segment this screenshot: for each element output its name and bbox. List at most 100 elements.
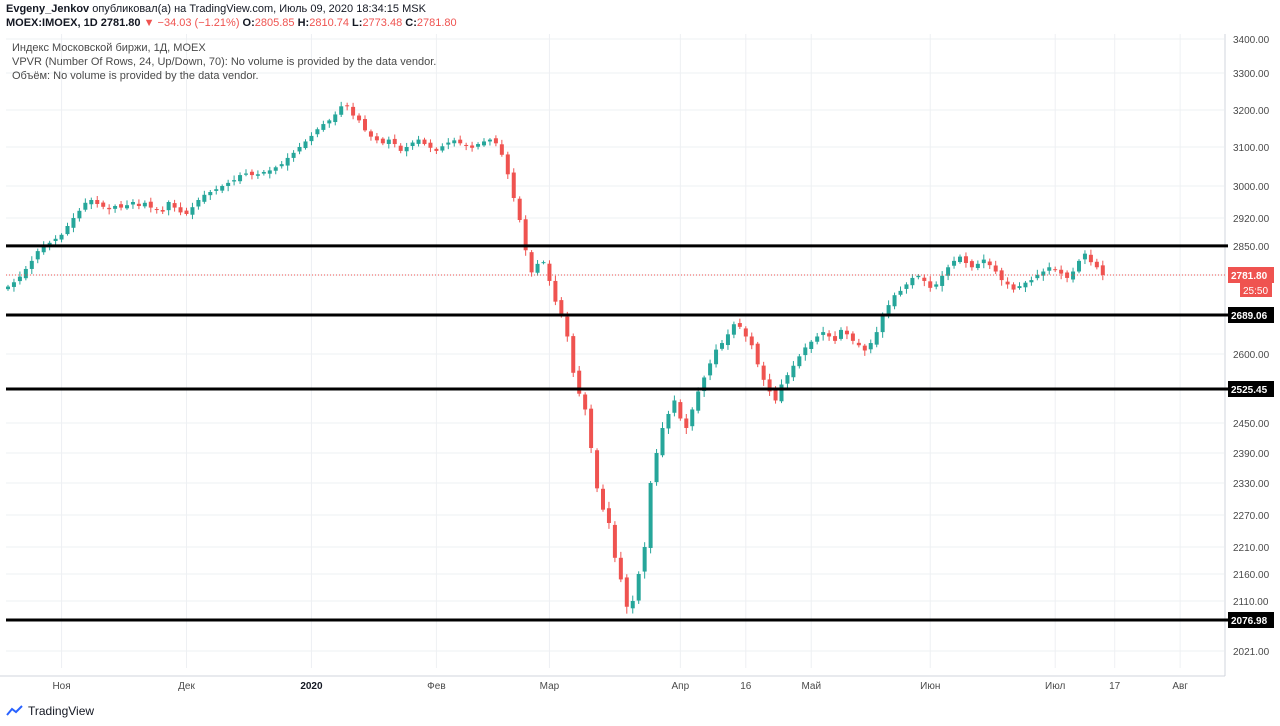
time-axis-label: Апр	[672, 681, 690, 692]
candle-body	[511, 172, 516, 198]
price-axis-label: 3300.00	[1233, 69, 1270, 80]
candle-body	[380, 138, 385, 144]
candle-body	[23, 268, 28, 279]
candle-body	[523, 219, 528, 251]
candle-body	[53, 238, 58, 241]
candle-body	[142, 202, 147, 207]
candle-body	[862, 345, 867, 351]
candle-body	[928, 281, 933, 288]
candle-body	[630, 601, 635, 609]
symbol-label: MOEX:IMOEX, 1D	[6, 17, 98, 29]
candle-body	[720, 343, 724, 349]
time-axis-label: Май	[801, 681, 821, 692]
candle-body	[1011, 284, 1016, 290]
candle-body	[773, 389, 778, 401]
candle-body	[416, 139, 421, 144]
candle-body	[160, 210, 165, 212]
candle-body	[708, 363, 713, 376]
candle-body	[880, 315, 885, 333]
candle-body	[470, 145, 475, 148]
price-axis-label: 3100.00	[1233, 143, 1270, 154]
candle-body	[874, 332, 879, 345]
candle-body	[595, 450, 600, 489]
price-axis-label: 3000.00	[1233, 182, 1270, 193]
candle-body	[29, 260, 34, 269]
legend-volume: Объём: No volume is provided by the data…	[12, 70, 259, 82]
footer-brand[interactable]: TradingView	[28, 704, 95, 718]
candle-body	[440, 146, 445, 151]
candle-body	[535, 263, 540, 273]
chart-header-author-line: Evgeny_Jenkov опубликовал(а) на TradingV…	[6, 3, 426, 15]
candle-body	[428, 142, 433, 148]
candle-body	[113, 206, 118, 209]
candle-body	[255, 174, 260, 176]
candle-body	[41, 245, 46, 253]
candle-body	[809, 341, 814, 350]
candle-body	[910, 277, 915, 286]
candle-body	[761, 365, 766, 380]
candle-body	[963, 256, 968, 264]
candle-body	[410, 142, 415, 147]
candle-body	[101, 202, 106, 207]
candle-body	[975, 263, 980, 269]
candle-body	[827, 333, 832, 337]
candle-body	[363, 119, 367, 131]
candle-body	[755, 343, 760, 365]
candle-body	[737, 323, 742, 327]
candle-body	[898, 290, 903, 295]
price-axis-label: 2450.00	[1233, 419, 1270, 430]
price-axis-badge	[1228, 612, 1274, 628]
price-axis-label: 2110.00	[1233, 597, 1269, 608]
open-label: O:	[242, 17, 255, 29]
candle-body	[969, 261, 974, 268]
candle-body	[940, 275, 945, 286]
candle-body	[1094, 261, 1099, 268]
candle-body	[130, 202, 135, 205]
candle-body	[725, 334, 730, 346]
price-axis-label: 2600.00	[1233, 350, 1270, 361]
candle-body	[803, 347, 808, 356]
last-price: 2781.80	[100, 17, 141, 29]
candle-body	[559, 300, 564, 316]
published-info: опубликовал(а) на TradingView.com, Июль …	[92, 3, 426, 15]
candle-body	[125, 205, 129, 209]
candle-body	[583, 394, 588, 410]
close-label: C:	[405, 17, 417, 29]
candle-body	[178, 207, 183, 213]
candle-body	[612, 524, 617, 558]
candle-body	[83, 202, 88, 210]
candle-body	[482, 141, 486, 146]
candle-body	[654, 453, 659, 483]
candle-body	[993, 265, 998, 272]
candle-body	[618, 557, 623, 580]
candle-body	[1017, 286, 1022, 289]
time-axis-label: 16	[740, 681, 752, 692]
candle-body	[684, 418, 689, 428]
candle-body	[107, 207, 112, 210]
candle-body	[59, 234, 64, 240]
author-name[interactable]: Evgeny_Jenkov	[6, 3, 90, 15]
candle-body	[273, 167, 278, 171]
candle-body	[351, 106, 356, 116]
candle-body	[285, 157, 290, 166]
price-axis-badge-label: 2525.45	[1231, 385, 1268, 396]
candle-body	[1005, 281, 1010, 285]
price-axis-label: 3400.00	[1233, 35, 1270, 46]
candle-body	[267, 170, 272, 174]
candle-body	[749, 336, 754, 346]
time-axis-label: Дек	[178, 681, 195, 692]
candle-body	[238, 175, 243, 182]
candle-body	[136, 203, 141, 206]
candle-body	[220, 186, 225, 191]
tradingview-logo-icon	[6, 705, 23, 716]
candle-body	[196, 200, 201, 207]
candle-body	[202, 194, 207, 202]
candle-body	[1100, 265, 1105, 275]
candle-body	[743, 328, 748, 337]
candle-body	[261, 171, 266, 174]
down-arrow-icon: ▼	[143, 17, 155, 29]
candle-body	[934, 284, 939, 287]
time-axis-label: Ноя	[52, 681, 70, 692]
price-axis-badge	[1228, 381, 1274, 397]
